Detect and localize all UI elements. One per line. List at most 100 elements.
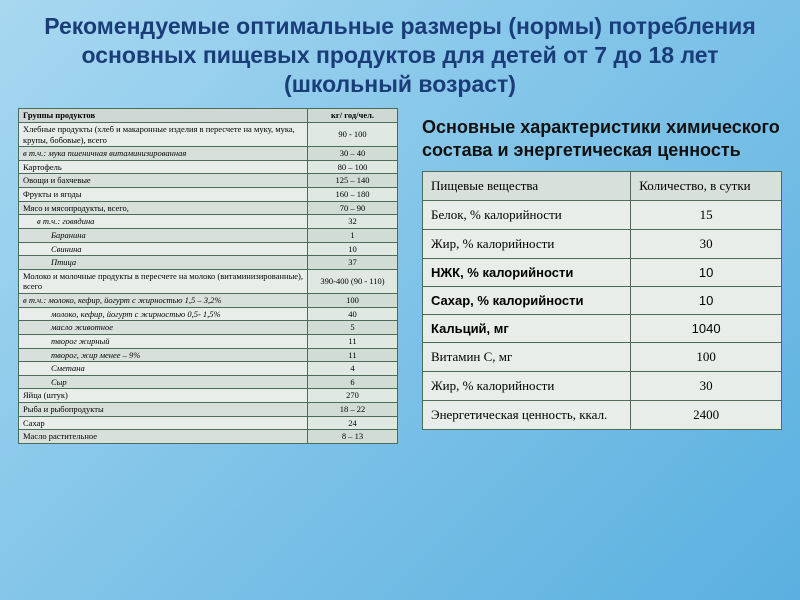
- table-row: в т.ч.: говядина32: [19, 215, 398, 229]
- food-value-cell: 11: [308, 348, 398, 362]
- food-value-cell: 270: [308, 389, 398, 403]
- nutr-value-cell: 10: [631, 259, 782, 287]
- nutr-value-cell: 30: [631, 372, 782, 401]
- nutr-value-cell: 2400: [631, 401, 782, 430]
- content-row: Группы продуктов кг/ год/чел. Хлебные пр…: [18, 108, 782, 444]
- nutr-value-cell: 10: [631, 287, 782, 315]
- table-row: Яйца (штук)270: [19, 389, 398, 403]
- food-name-cell: Рыба и рыбопродукты: [19, 403, 308, 417]
- food-name-cell: молоко, кефир, йогурт с жирностью 0,5- 1…: [19, 307, 308, 321]
- table-row: Птица37: [19, 256, 398, 270]
- food-name-cell: Свинина: [19, 242, 308, 256]
- food-value-cell: 70 – 90: [308, 201, 398, 215]
- food-name-cell: масло животное: [19, 321, 308, 335]
- food-value-cell: 90 - 100: [308, 122, 398, 146]
- food-name-cell: в т.ч.: молоко, кефир, йогурт с жирность…: [19, 294, 308, 308]
- table-row: Баранина1: [19, 228, 398, 242]
- food-name-cell: Сахар: [19, 416, 308, 430]
- table-row: Витамин С, мг100: [423, 343, 782, 372]
- food-name-cell: Хлебные продукты (хлеб и макаронные изде…: [19, 122, 308, 146]
- table-row: Энергетическая ценность, ккал.2400: [423, 401, 782, 430]
- nutrition-subtitle: Основные характеристики химического сост…: [422, 116, 782, 161]
- food-value-cell: 32: [308, 215, 398, 229]
- table-row: Сыр6: [19, 375, 398, 389]
- nutr-name-cell: Витамин С, мг: [423, 343, 631, 372]
- table-row: Жир, % калорийности30: [423, 372, 782, 401]
- food-value-cell: 8 – 13: [308, 430, 398, 444]
- food-name-cell: Баранина: [19, 228, 308, 242]
- nutr-name-cell: Жир, % калорийности: [423, 372, 631, 401]
- nutr-value-cell: 15: [631, 201, 782, 230]
- food-name-cell: Масло растительное: [19, 430, 308, 444]
- food-th-name: Группы продуктов: [19, 109, 308, 123]
- food-name-cell: Яйца (штук): [19, 389, 308, 403]
- table-row: Хлебные продукты (хлеб и макаронные изде…: [19, 122, 398, 146]
- table-row: творог жирный11: [19, 334, 398, 348]
- table-row: Мясо и мясопродукты, всего,70 – 90: [19, 201, 398, 215]
- food-value-cell: 4: [308, 362, 398, 376]
- food-value-cell: 125 – 140: [308, 174, 398, 188]
- nutr-value-cell: 30: [631, 230, 782, 259]
- table-row: Жир, % калорийности30: [423, 230, 782, 259]
- table-row: масло животное5: [19, 321, 398, 335]
- food-groups-table: Группы продуктов кг/ год/чел. Хлебные пр…: [18, 108, 398, 444]
- table-row: Свинина10: [19, 242, 398, 256]
- table-row: Картофель80 – 100: [19, 160, 398, 174]
- food-value-cell: 30 – 40: [308, 147, 398, 161]
- nutr-name-cell: Энергетическая ценность, ккал.: [423, 401, 631, 430]
- left-panel: Группы продуктов кг/ год/чел. Хлебные пр…: [18, 108, 398, 444]
- table-row: Рыба и рыбопродукты18 – 22: [19, 403, 398, 417]
- table-row: Сметана4: [19, 362, 398, 376]
- nutr-th-amount: Количество, в сутки: [631, 172, 782, 201]
- food-value-cell: 10: [308, 242, 398, 256]
- food-name-cell: Сыр: [19, 375, 308, 389]
- food-value-cell: 1: [308, 228, 398, 242]
- nutr-name-cell: Кальций, мг: [423, 315, 631, 343]
- food-name-cell: Птица: [19, 256, 308, 270]
- food-name-cell: Сметана: [19, 362, 308, 376]
- food-name-cell: в т.ч.: говядина: [19, 215, 308, 229]
- nutr-name-cell: Сахар, % калорийности: [423, 287, 631, 315]
- food-value-cell: 11: [308, 334, 398, 348]
- food-name-cell: Картофель: [19, 160, 308, 174]
- table-row: Овощи и бахчевые125 – 140: [19, 174, 398, 188]
- table-row: Кальций, мг1040: [423, 315, 782, 343]
- food-value-cell: 5: [308, 321, 398, 335]
- table-row: Фрукты и ягоды160 – 180: [19, 188, 398, 202]
- table-row: Белок, % калорийности15: [423, 201, 782, 230]
- food-value-cell: 40: [308, 307, 398, 321]
- table-row: в т.ч.: мука пшеничная витаминизированна…: [19, 147, 398, 161]
- food-name-cell: Овощи и бахчевые: [19, 174, 308, 188]
- nutr-value-cell: 1040: [631, 315, 782, 343]
- food-name-cell: творог жирный: [19, 334, 308, 348]
- right-panel: Основные характеристики химического сост…: [422, 108, 782, 444]
- table-row: НЖК, % калорийности10: [423, 259, 782, 287]
- food-value-cell: 6: [308, 375, 398, 389]
- food-value-cell: 100: [308, 294, 398, 308]
- table-row: Сахар24: [19, 416, 398, 430]
- table-row: в т.ч.: молоко, кефир, йогурт с жирность…: [19, 294, 398, 308]
- food-value-cell: 37: [308, 256, 398, 270]
- food-th-value: кг/ год/чел.: [308, 109, 398, 123]
- nutr-name-cell: НЖК, % калорийности: [423, 259, 631, 287]
- table-row: молоко, кефир, йогурт с жирностью 0,5- 1…: [19, 307, 398, 321]
- food-value-cell: 80 – 100: [308, 160, 398, 174]
- table-row: творог, жир менее – 9%11: [19, 348, 398, 362]
- nutrition-table: Пищевые вещества Количество, в сутки Бел…: [422, 171, 782, 430]
- nutr-name-cell: Белок, % калорийности: [423, 201, 631, 230]
- food-name-cell: в т.ч.: мука пшеничная витаминизированна…: [19, 147, 308, 161]
- nutr-th-name: Пищевые вещества: [423, 172, 631, 201]
- nutr-name-cell: Жир, % калорийности: [423, 230, 631, 259]
- food-name-cell: творог, жир менее – 9%: [19, 348, 308, 362]
- food-name-cell: Молоко и молочные продукты в пересчете н…: [19, 269, 308, 293]
- nutr-value-cell: 100: [631, 343, 782, 372]
- food-name-cell: Фрукты и ягоды: [19, 188, 308, 202]
- table-row: Сахар, % калорийности10: [423, 287, 782, 315]
- table-row: Масло растительное8 – 13: [19, 430, 398, 444]
- food-name-cell: Мясо и мясопродукты, всего,: [19, 201, 308, 215]
- food-value-cell: 18 – 22: [308, 403, 398, 417]
- food-value-cell: 390-400 (90 - 110): [308, 269, 398, 293]
- table-row: Молоко и молочные продукты в пересчете н…: [19, 269, 398, 293]
- food-value-cell: 24: [308, 416, 398, 430]
- page-title: Рекомендуемые оптимальные размеры (нормы…: [18, 12, 782, 98]
